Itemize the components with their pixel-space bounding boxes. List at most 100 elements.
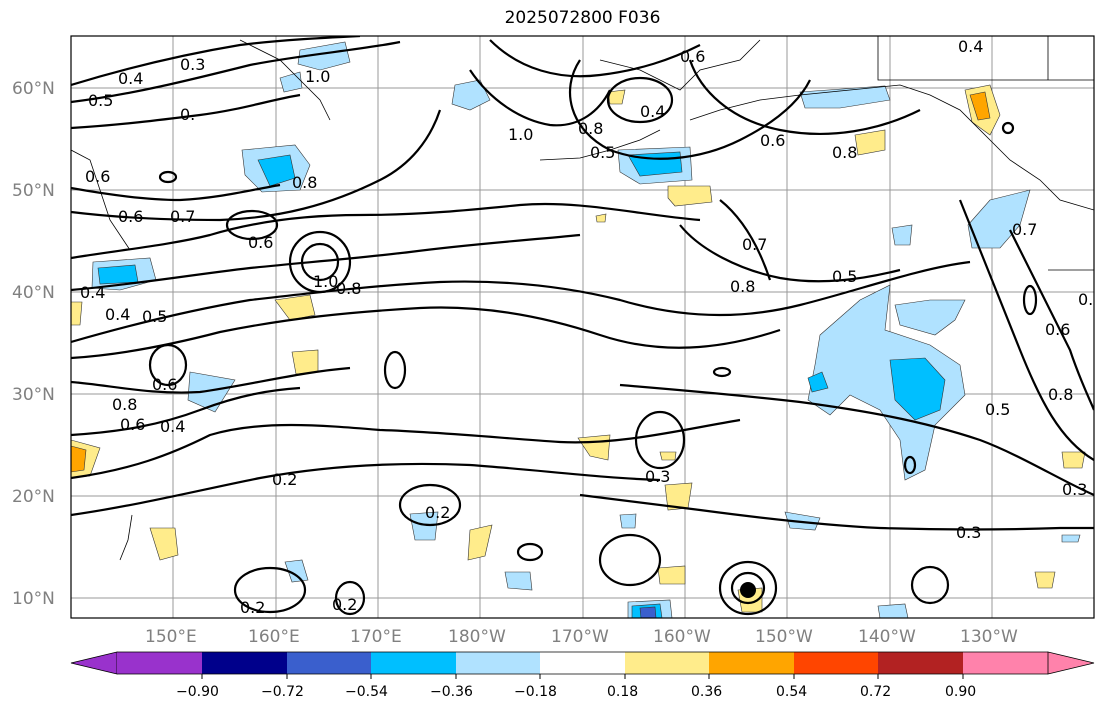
contour-line — [71, 306, 781, 360]
blue-region — [967, 189, 1031, 249]
map-frame — [70, 35, 1095, 619]
contour-line — [71, 260, 971, 344]
yellow-region — [607, 89, 626, 105]
blue-region — [409, 511, 439, 541]
blue-region — [504, 571, 533, 591]
blue-core — [807, 371, 829, 393]
contour-label: 0.3 — [180, 55, 205, 74]
contour-label: 0.6 — [760, 131, 785, 150]
contour-label: 0.4 — [160, 417, 185, 436]
lat-axis: 10°N 20°N 30°N 40°N 50°N 60°N — [12, 79, 55, 609]
contour-closed — [903, 455, 917, 475]
contour-closed — [233, 566, 307, 614]
lon-tick-label: 150°W — [755, 627, 813, 647]
yellow-region — [291, 349, 319, 375]
contour-label: 0.3 — [956, 523, 981, 542]
contour-line — [71, 418, 741, 480]
blue-region — [284, 559, 309, 583]
contour-label: 0.4 — [1078, 290, 1103, 309]
contour-line — [568, 59, 811, 160]
contour-label: 0.8 — [832, 143, 857, 162]
colorbar-segment — [371, 652, 456, 674]
map-title: 2025072800 F036 — [504, 8, 661, 28]
contour-labels: 0.3 0.4 0.5 0. 1.0 0.8 0.6 0.7 0.6 1.0 0… — [80, 37, 1103, 617]
colorbar: −0.90 −0.72 −0.54 −0.36 −0.18 0.18 0.36 … — [70, 651, 1095, 700]
contour-line — [579, 493, 1094, 531]
contour-label: 0.4 — [80, 283, 105, 302]
contour-label: 0.4 — [958, 37, 983, 56]
yellow-region — [149, 527, 179, 561]
colorbar-tick-label: −0.72 — [261, 684, 304, 700]
contour-closed — [910, 565, 950, 605]
lon-tick-label: 180°W — [448, 627, 506, 647]
colorbar-segment — [202, 652, 287, 674]
contour-line — [71, 386, 301, 437]
colorbar-tick-label: 0.36 — [691, 684, 722, 700]
lat-tick-label: 50°N — [12, 181, 55, 201]
colorbar-segment — [70, 651, 118, 675]
contour-label: 0.2 — [240, 598, 265, 617]
contour-closed — [516, 542, 544, 562]
contour-label: 0.7 — [1012, 220, 1037, 239]
yellow-region — [1061, 451, 1086, 469]
contour-line — [958, 199, 1094, 461]
contour-closed — [598, 533, 662, 587]
contour-line — [71, 366, 351, 394]
contour-line — [71, 233, 581, 292]
lon-tick-label: 130°W — [960, 627, 1018, 647]
contour-closed — [718, 560, 778, 616]
contour-label: 0.6 — [680, 47, 705, 66]
contour-label: 0.8 — [292, 173, 317, 192]
lon-tick-label: 160°W — [653, 627, 711, 647]
colorbar-segment — [456, 652, 540, 674]
contour-closed — [634, 410, 686, 470]
lon-tick-label: 170°E — [350, 627, 402, 647]
contour-label: 0.5 — [590, 143, 615, 162]
lon-axis: 150°E 160°E 170°E 180°W 170°W 160°W 150°… — [145, 627, 1018, 647]
colorbar-tick-label: −0.90 — [176, 684, 219, 700]
contour-label: 0.6 — [1045, 320, 1070, 339]
lat-tick-label: 60°N — [12, 79, 55, 99]
lon-tick-label: 150°E — [145, 627, 197, 647]
contour-line — [71, 202, 701, 260]
lat-tick-label: 10°N — [12, 589, 55, 609]
lon-tick-label: 140°W — [858, 627, 916, 647]
blue-deep-core — [639, 606, 657, 618]
contour-closed — [225, 209, 279, 241]
colorbar-tick-label: −0.36 — [430, 684, 473, 700]
blue-region — [799, 85, 891, 109]
lat-tick-label: 30°N — [12, 385, 55, 405]
contour-line — [719, 199, 772, 281]
blue-region — [877, 603, 909, 618]
yellow-region — [1034, 571, 1056, 589]
blue-core — [889, 357, 946, 421]
contour-closed — [1001, 121, 1015, 135]
coastline — [239, 39, 331, 121]
contour-line — [619, 383, 1094, 497]
yellow-region — [71, 301, 83, 326]
coastline — [877, 36, 1094, 81]
contour-line — [679, 224, 901, 283]
contour-closed — [1022, 284, 1038, 316]
colorbar-outline — [117, 651, 1048, 675]
contour-label: 0.5 — [985, 400, 1010, 419]
contour-label: 0.3 — [1062, 480, 1087, 499]
contour-label: 0.4 — [118, 69, 143, 88]
contour-label: 0. — [180, 105, 195, 124]
contour-label: 0.7 — [170, 207, 195, 226]
contour-label: 0.6 — [85, 167, 110, 186]
colorbar-segment — [709, 652, 794, 674]
contour-label: 0.8 — [730, 277, 755, 296]
colorbar-segment — [287, 652, 371, 674]
contour-label: 0.2 — [425, 503, 450, 522]
contour-label: 0.6 — [152, 375, 177, 394]
contour-label: 0.4 — [640, 102, 665, 121]
yellow-region — [657, 565, 686, 585]
contour-label: 0.8 — [578, 119, 603, 138]
colorbar-tick-label: 0.18 — [607, 684, 638, 700]
blue-core — [257, 154, 296, 187]
yellow-region — [854, 129, 886, 156]
contour-closed — [398, 483, 462, 527]
contour-label: 0.8 — [336, 279, 361, 298]
contour-line — [688, 59, 921, 135]
